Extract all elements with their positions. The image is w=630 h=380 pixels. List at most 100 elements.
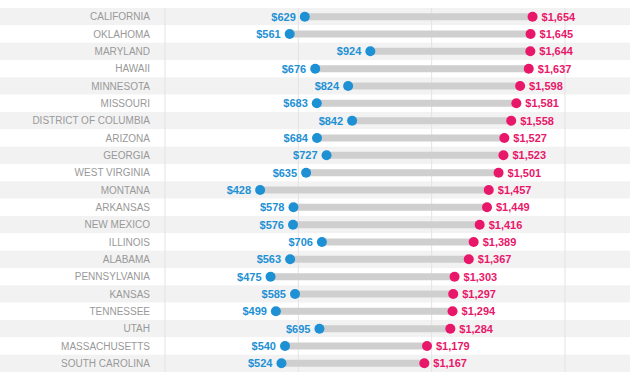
row-band [0,268,630,285]
max-dot [511,98,521,108]
min-dot [290,289,300,299]
min-dot [343,81,353,91]
category-label: GEORGIA [103,150,150,161]
max-dot [469,237,479,247]
row-band [0,233,630,250]
range-bar [281,360,424,367]
category-label: ARIZONA [106,133,151,144]
row-band [0,337,630,354]
data-label: $475 [237,271,261,283]
data-label: $1,527 [513,132,547,144]
range-bar [327,152,504,159]
min-dot [317,237,327,247]
range-bar [317,135,504,142]
category-label: KANSAS [109,289,150,300]
category-label: SOUTH CAROLINA [61,358,150,369]
max-dot [528,12,538,22]
data-label: $1,558 [520,115,554,127]
row-band [0,43,630,60]
data-label: $1,501 [508,167,542,179]
data-label: $1,457 [498,184,532,196]
min-dot [280,341,290,351]
range-bar [319,325,450,332]
max-dot [464,254,474,264]
range-bar [305,13,533,20]
range-bar [276,308,453,315]
category-label: ILLINOIS [109,237,150,248]
max-dot [525,46,535,56]
data-label: $1,284 [459,323,494,335]
max-dot [475,220,485,230]
data-label: $524 [248,357,273,369]
data-label: $1,654 [542,11,577,23]
row-band [0,199,630,216]
category-label: HAWAII [115,63,150,74]
min-dot [288,202,298,212]
range-bar [290,31,531,38]
min-dot [271,306,281,316]
range-bar [370,48,530,55]
labels: CALIFORNIA$629$1,654OKLAHOMA$561$1,645MA… [32,11,576,370]
data-label: $676 [282,63,306,75]
data-label: $428 [227,184,251,196]
range-bar [317,100,517,107]
row-band [0,77,630,94]
category-label: NEW MEXICO [84,219,150,230]
data-label: $1,637 [538,63,572,75]
max-dot [450,272,460,282]
max-dot [506,116,516,126]
max-dot [515,81,525,91]
data-label: $1,297 [462,288,496,300]
min-dot [276,358,286,368]
category-label: MONTANA [101,185,151,196]
row-band [0,95,630,112]
max-dot [499,133,509,143]
min-dot [347,116,357,126]
data-label: $1,303 [464,271,498,283]
row-band [0,303,630,320]
data-label: $499 [242,305,266,317]
data-label: $683 [283,97,307,109]
data-label: $635 [273,167,297,179]
min-dot [322,150,332,160]
max-dot [419,358,429,368]
min-dot [300,12,310,22]
min-dot [312,133,322,143]
category-label: WEST VIRGINIA [75,167,151,178]
category-label: DISTRICT OF COLUMBIA [32,115,150,126]
data-label: $563 [257,253,281,265]
data-label: $1,644 [539,45,574,57]
max-dot [422,341,432,351]
data-label: $1,294 [462,305,497,317]
min-dot [285,254,295,264]
row-band [0,181,630,198]
min-dot [255,185,265,195]
data-label: $629 [271,11,295,23]
min-dot [285,29,295,39]
data-label: $585 [262,288,286,300]
row-band [0,355,630,372]
data-label: $1,581 [525,97,559,109]
data-label: $540 [252,340,276,352]
row-band [0,320,630,337]
range-bar [290,256,469,263]
category-label: TENNESSEE [89,306,150,317]
category-label: PENNSYLVANIA [75,271,151,282]
row-band [0,8,630,25]
max-dot [498,150,508,160]
min-dot [312,98,322,108]
category-label: ALABAMA [103,254,151,265]
row-band [0,285,630,302]
data-label: $727 [293,149,317,161]
max-dot [445,324,455,334]
row-band [0,129,630,146]
range-bar [293,221,480,228]
category-label: CALIFORNIA [90,11,150,22]
max-dot [448,289,458,299]
row-backgrounds [0,8,630,372]
grid [165,8,565,372]
row-band [0,25,630,42]
data-label: $695 [286,323,310,335]
range-bar [322,239,474,246]
max-dot [484,185,494,195]
